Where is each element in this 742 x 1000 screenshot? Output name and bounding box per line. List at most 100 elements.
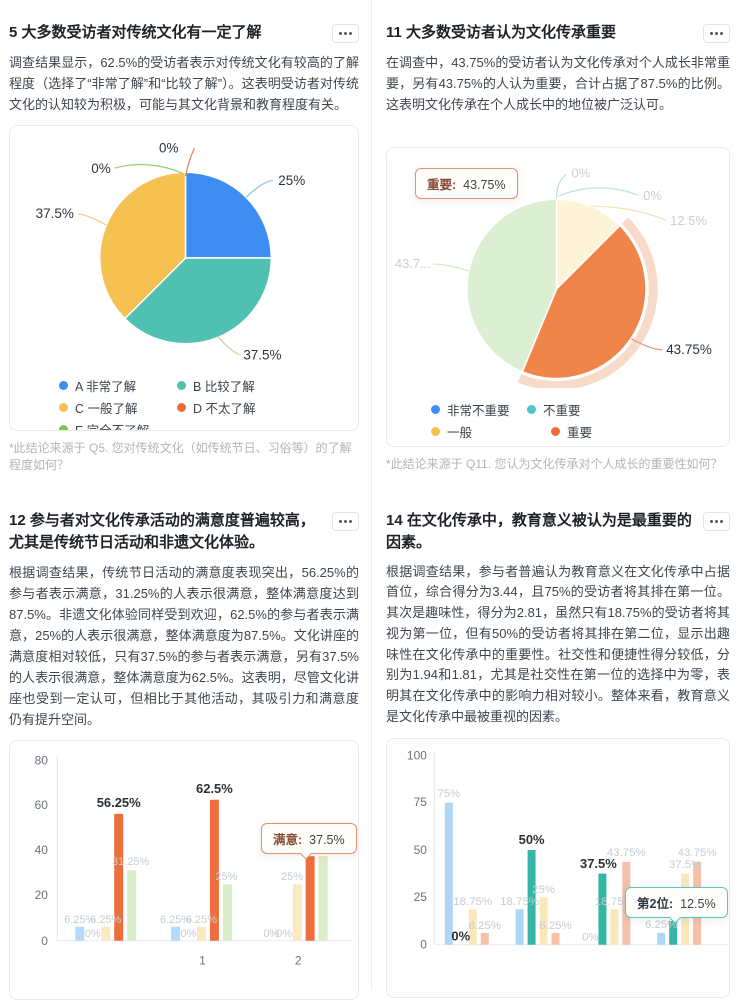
- bar-label: 18.75%: [595, 896, 634, 908]
- legend-dot-green: [59, 425, 68, 430]
- bar-g3-rank3[interactable]: [610, 909, 619, 945]
- legend-item-d[interactable]: D 不太了解: [177, 397, 309, 419]
- x-tick: 2: [295, 954, 302, 968]
- y-tick: 25: [414, 890, 428, 904]
- bar-g1-rank4[interactable]: [480, 932, 489, 945]
- bar-label: 25%: [215, 871, 237, 883]
- legend-item-e[interactable]: E 完全不了解: [59, 419, 177, 430]
- bar-label: 0%: [263, 928, 279, 940]
- y-tick: 0: [41, 934, 48, 948]
- legend-item-very-important[interactable]: 非常重要: [431, 443, 527, 446]
- legend-dot-yellow: [59, 403, 68, 413]
- legend-item-very-unimportant[interactable]: 非常不重要: [431, 399, 527, 421]
- y-tick: 0: [420, 938, 427, 952]
- panel-q14-menu-button[interactable]: [703, 512, 730, 531]
- y-tick: 50: [414, 843, 428, 857]
- panel-q5-footnote: *此结论来源于 Q5. 您对传统文化（如传统节日、习俗等）的了解程度如何？: [9, 440, 352, 473]
- legend-item-c[interactable]: C 一般了解: [59, 397, 177, 419]
- bar-label: 0%: [85, 928, 101, 940]
- legend-dot-teal: [177, 381, 186, 391]
- bar-g4-rank1[interactable]: [657, 932, 666, 945]
- bar-g1-orange-satisfied[interactable]: [114, 813, 124, 941]
- bar-label-highlight: 37.5%: [580, 856, 617, 871]
- bar-g2-yellow[interactable]: [196, 926, 206, 941]
- bar-g3-yellow[interactable]: [292, 884, 302, 941]
- bar-label-highlight: 56.25%: [97, 795, 141, 810]
- leader-line-c: [77, 213, 107, 226]
- leader-line-very-important: [432, 263, 469, 272]
- pie-label-a: 25%: [278, 173, 305, 188]
- pie-slice-a-very-familiar[interactable]: [184, 171, 273, 259]
- pie-slice-c-average[interactable]: [99, 171, 187, 320]
- bar-g2-rank2-highlighted[interactable]: [527, 849, 536, 945]
- y-tick: 100: [407, 748, 427, 762]
- pie-label-very-important: 43.7...: [395, 256, 431, 271]
- leader-line-d: [184, 147, 196, 177]
- bar-label: 18.75%: [500, 896, 539, 908]
- bar-g2-orange-satisfied[interactable]: [209, 799, 219, 941]
- tooltip-satisfied: 满意: 37.5%: [261, 822, 357, 860]
- left-column: 5 大多数受访者对传统文化有一定了解 调查结果显示，62.5%的受访者表示对传统…: [0, 0, 371, 1000]
- panel-q11-summary: 在调查中，43.75%的受访者认为文化传承对个人成长非常重要，另有43.75%的…: [386, 54, 730, 112]
- bar-label: 18.75%: [453, 896, 492, 908]
- ellipsis-icon: [344, 520, 347, 523]
- bar-label: 43.75%: [678, 847, 717, 859]
- bar-label: 6.25%: [160, 914, 191, 926]
- bar-g2-rank1[interactable]: [515, 909, 524, 945]
- bar-g3-orange-satisfied[interactable]: [305, 856, 315, 941]
- bar-g3-rank2-highlighted[interactable]: [598, 873, 607, 945]
- bar-g2-green[interactable]: [222, 884, 232, 941]
- bar-label-highlight: 50%: [519, 832, 545, 847]
- pie-slice-very-important[interactable]: [466, 198, 558, 373]
- y-tick: 75: [414, 795, 428, 809]
- pie-label-c: 37.5%: [36, 206, 74, 221]
- tooltip-rank2: 第2位: 12.5%: [625, 886, 728, 924]
- panel-q12-summary: 根据调查结果，传统节日活动的满意度表现突出，56.25%的参与者表示满意，31.…: [9, 564, 359, 727]
- bar-g3-green[interactable]: [318, 856, 328, 941]
- legend-item-b[interactable]: B 比较了解: [177, 375, 309, 397]
- legend-q11: 非常不重要 不重要 一般 重要 非常重要: [387, 399, 729, 446]
- bar-label: 25%: [532, 884, 555, 896]
- bar-g4-rank2-highlighted[interactable]: [669, 920, 678, 945]
- bar-g1-rank3[interactable]: [468, 909, 477, 945]
- bar-g1-green[interactable]: [127, 870, 137, 941]
- bar-label: 6.25%: [539, 920, 571, 932]
- y-tick: 60: [35, 798, 49, 812]
- pie-chart-q11: 0% 0% 12.5% 43.75% 43.7...: [395, 165, 712, 390]
- tooltip-important: 重要: 43.75%: [415, 167, 518, 199]
- legend-item-a[interactable]: A 非常了解: [59, 375, 177, 397]
- leader-line-a: [245, 179, 274, 198]
- bar-label-highlight: 62.5%: [196, 781, 233, 796]
- bar-g1-blue[interactable]: [75, 926, 85, 941]
- bar-label: 0%: [181, 928, 197, 940]
- ellipsis-icon: [344, 32, 347, 35]
- pie-label-important: 43.75%: [666, 342, 712, 357]
- legend-item-important[interactable]: 重要: [551, 421, 647, 443]
- y-tick: 20: [35, 888, 49, 902]
- leader-line-unimportant: [558, 187, 639, 197]
- panel-q12-title: 12 参与者对文化传承活动的满意度普遍较高，尤其是传统节日活动和非遗文化体验。: [9, 512, 315, 551]
- panel-q11-menu-button[interactable]: [703, 24, 730, 43]
- bar-label: 0%: [582, 932, 599, 944]
- bar-label: 25%: [281, 871, 303, 883]
- bar-g2-rank3[interactable]: [539, 897, 548, 945]
- panel-q5-menu-button[interactable]: [332, 24, 359, 43]
- bar-g2-rank4[interactable]: [551, 932, 560, 945]
- pie-label-neutral: 12.5%: [670, 213, 707, 228]
- bar-label: 6.25%: [645, 919, 677, 931]
- x-tick: 1: [199, 954, 206, 968]
- pie-label-e: 0%: [91, 161, 110, 176]
- panel-q12-menu-button[interactable]: [332, 512, 359, 531]
- bar-g2-blue[interactable]: [171, 926, 181, 941]
- panel-q14-summary: 根据调查结果，参与者普遍认为教育意义在文化传承中占据首位，综合得分为3.44，且…: [386, 563, 730, 725]
- panel-q14: 14 在文化传承中，教育意义被认为是最重要的因素。 根据调查结果，参与者普遍认为…: [386, 510, 730, 998]
- bar-g1-rank1[interactable]: [444, 802, 453, 945]
- legend-item-unimportant[interactable]: 不重要: [527, 399, 623, 421]
- panel-q12: 12 参与者对文化传承活动的满意度普遍较高，尤其是传统节日活动和非遗文化体验。 …: [9, 510, 359, 1000]
- pie-slice-important-highlighted[interactable]: [521, 224, 647, 380]
- pie-label-b: 37.5%: [243, 348, 281, 363]
- bar-g1-yellow[interactable]: [101, 926, 111, 941]
- bar-label: 37.5%: [669, 859, 701, 871]
- legend-item-neutral[interactable]: 一般: [431, 421, 551, 443]
- ellipsis-icon: [715, 32, 718, 35]
